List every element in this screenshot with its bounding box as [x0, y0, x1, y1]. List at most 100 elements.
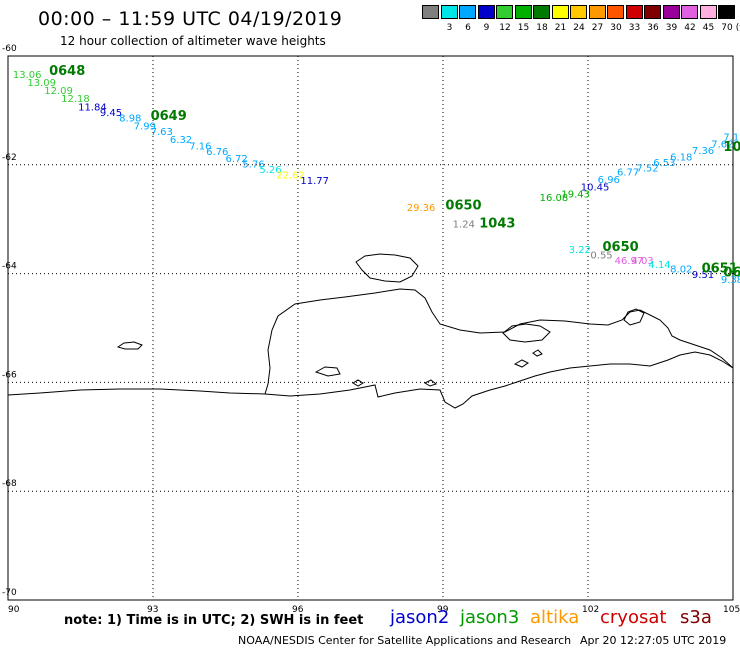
color-scale-swatch	[440, 5, 458, 19]
satellite-legend-item: s3a	[680, 607, 712, 628]
coastline	[7, 253, 734, 409]
wave-height-observations: 13.0613.0912.0912.1811.849.458.987.997.6…	[13, 70, 740, 286]
color-scale-label: 70	[721, 23, 733, 33]
color-scale-swatch	[551, 5, 569, 19]
wave-height-value: 4.14	[648, 260, 670, 271]
color-scale-label: 3	[446, 23, 453, 33]
latitude-tick-label: -66	[2, 370, 17, 380]
latitude-tick-label: -68	[2, 479, 17, 489]
latitude-tick-label: -70	[2, 588, 17, 598]
wave-height-value: 9.45	[100, 108, 122, 119]
wave-height-value: 5.26	[259, 165, 281, 176]
wave-height-value: 0.55	[590, 250, 612, 261]
wave-height-value: 6.53	[653, 158, 675, 169]
wave-height-value: 3.22	[569, 245, 591, 256]
wave-height-value: 7.99	[134, 121, 156, 132]
island-7	[352, 379, 364, 387]
color-scale-swatch	[718, 5, 735, 19]
wave-height-value: 22.62	[276, 170, 305, 181]
pass-time-label: 0650	[603, 240, 639, 255]
longitude-tick-label: 96	[292, 605, 304, 615]
credit-line: NOAA/NESDIS Center for Satellite Applica…	[238, 634, 572, 647]
island-6	[513, 359, 529, 368]
color-scale-swatch	[681, 5, 698, 19]
wave-height-value: 11.77	[300, 176, 329, 187]
wave-height-value: 6.18	[670, 152, 692, 163]
wave-height-value: 5.76	[242, 160, 264, 171]
wave-height-value: 7.16	[189, 142, 211, 153]
wave-height-value: 8.98	[119, 113, 141, 124]
color-scale-swatch	[570, 5, 587, 19]
color-scale-label: 45	[702, 23, 715, 33]
latitude-tick-label: -62	[2, 153, 17, 163]
color-scale-label: 15	[517, 23, 530, 33]
color-scale-label: 21	[554, 23, 567, 33]
longitude-tick-label: 93	[147, 605, 158, 615]
wave-height-value: 6.77	[617, 168, 639, 179]
wave-height-value: 29.36	[407, 203, 436, 214]
grid-lines	[7, 55, 734, 601]
wave-height-value: 8.02	[670, 265, 692, 276]
color-scale-unit: (ft)	[735, 23, 740, 33]
pass-time-label: 1043	[479, 216, 515, 231]
color-scale-swatch	[477, 5, 495, 19]
footnote: note: 1) Time is in UTC; 2) SWH is in fe…	[64, 613, 364, 628]
longitude-tick-label: 99	[437, 605, 449, 615]
map-title: 00:00 – 11:59 UTC 04/19/2019	[38, 8, 343, 30]
color-scale-label: 39	[665, 23, 678, 33]
island-3	[502, 323, 551, 343]
island-2	[116, 341, 143, 350]
color-scale-label: 12	[499, 23, 511, 33]
wave-height-value: 46.97	[615, 256, 644, 267]
wave-height-value: 19.43	[561, 189, 590, 200]
color-scale-label: 6	[465, 23, 471, 33]
color-scale-swatch	[514, 5, 532, 19]
longitude-tick-label: 90	[8, 605, 20, 615]
wave-height-value: 13.06	[13, 70, 42, 81]
pass-time-label: 0651	[702, 262, 738, 277]
satellite-legend-item: altika	[530, 607, 580, 628]
color-scale-label: 42	[684, 23, 696, 33]
wave-height-value: 7.63	[151, 127, 173, 138]
wave-height-value: 16.08	[540, 193, 569, 204]
wave-height-value: 13.09	[27, 78, 56, 89]
color-scale-swatch	[662, 5, 680, 19]
wave-height-value: 10.45	[581, 182, 610, 193]
pass-time-label: 0649	[151, 109, 187, 124]
wave-height-value: 6.76	[206, 147, 228, 158]
wave-height-value: 12.09	[44, 86, 73, 97]
color-scale-swatch	[422, 5, 439, 19]
wave-height-value: 6.96	[598, 175, 620, 186]
wave-height-value: 6.32	[170, 135, 192, 146]
longitude-tick-label: 105	[723, 605, 740, 615]
wave-height-value: 11.84	[78, 102, 107, 113]
wave-height-value: 9.38	[721, 275, 740, 286]
color-scale-label: 30	[610, 23, 622, 33]
pass-time-label: 06	[723, 265, 740, 280]
island-9	[532, 349, 543, 357]
island-8	[423, 379, 438, 387]
color-scale-label: 9	[483, 23, 490, 33]
color-scale-swatch	[588, 5, 606, 19]
pass-time-label: 0648	[49, 64, 85, 79]
satellite-legend-item: jason2	[390, 607, 450, 628]
wave-height-value: 4.03	[632, 256, 654, 267]
wave-height-value: 9.51	[692, 270, 714, 281]
color-scale-label: 24	[573, 23, 585, 33]
color-scale-swatch	[625, 5, 643, 19]
axis-tick-labels: 90 93 96 99 102 105 -60 -62 -64 -66 -68 -70	[2, 44, 740, 615]
island-4	[623, 308, 645, 326]
pass-time-label: 10	[723, 140, 740, 155]
island-5	[314, 366, 341, 377]
satellite-legend-item: jason3	[460, 607, 520, 628]
wave-height-value: 12.18	[61, 94, 90, 105]
color-scale-swatch	[644, 5, 661, 19]
map-frame	[7, 55, 734, 601]
color-scale-label: 27	[591, 23, 604, 33]
color-scale-label: 33	[628, 23, 641, 33]
color-scale-label: 18	[536, 23, 548, 33]
latitude-tick-label: -64	[2, 262, 17, 272]
coastline-shelf	[264, 351, 734, 409]
